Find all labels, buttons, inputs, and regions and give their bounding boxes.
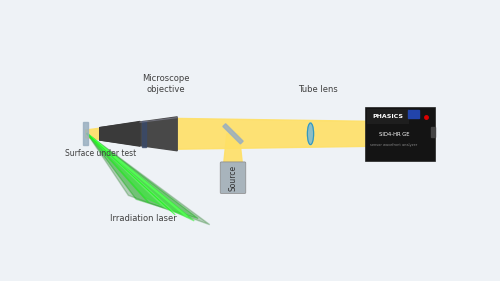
Text: Microscope
objective: Microscope objective xyxy=(142,74,190,94)
Polygon shape xyxy=(88,134,194,221)
Text: SID4-HR GE: SID4-HR GE xyxy=(379,132,410,137)
Bar xyxy=(430,127,434,137)
Text: Surface under test: Surface under test xyxy=(65,149,136,158)
Bar xyxy=(142,121,146,147)
Polygon shape xyxy=(88,134,175,213)
Polygon shape xyxy=(223,124,243,144)
Polygon shape xyxy=(100,121,140,146)
Bar xyxy=(365,107,434,161)
Text: Irradiation laser: Irradiation laser xyxy=(110,214,177,223)
FancyBboxPatch shape xyxy=(220,162,246,194)
Ellipse shape xyxy=(308,123,314,145)
Text: Tube lens: Tube lens xyxy=(298,85,338,94)
Text: PHASICS: PHASICS xyxy=(372,114,404,119)
Polygon shape xyxy=(88,134,210,225)
Text: sensor wavefront analyzer: sensor wavefront analyzer xyxy=(370,142,418,147)
Bar xyxy=(84,122,88,145)
Bar xyxy=(408,110,419,118)
Polygon shape xyxy=(100,117,177,151)
Polygon shape xyxy=(88,134,198,219)
Polygon shape xyxy=(177,118,434,149)
Bar xyxy=(367,109,409,124)
Text: Source: Source xyxy=(228,165,237,191)
Polygon shape xyxy=(86,118,177,149)
Polygon shape xyxy=(224,134,242,163)
